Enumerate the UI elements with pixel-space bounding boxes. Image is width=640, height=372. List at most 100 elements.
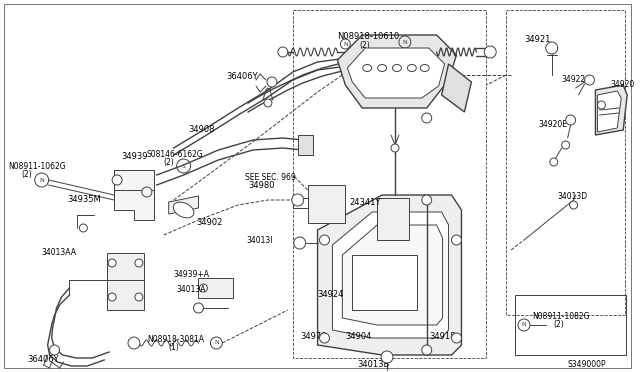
- Polygon shape: [107, 253, 144, 310]
- Circle shape: [108, 293, 116, 301]
- Text: N08911-1082G: N08911-1082G: [532, 312, 589, 321]
- Circle shape: [422, 195, 432, 205]
- Text: (1): (1): [169, 343, 179, 352]
- Circle shape: [566, 115, 575, 125]
- Polygon shape: [337, 35, 456, 108]
- Polygon shape: [348, 48, 445, 98]
- Text: 34013D: 34013D: [557, 192, 588, 201]
- Text: 34970: 34970: [301, 332, 327, 341]
- Polygon shape: [595, 85, 627, 135]
- Text: (2): (2): [554, 320, 564, 329]
- Polygon shape: [442, 64, 472, 112]
- Circle shape: [135, 293, 143, 301]
- Bar: [292, 10, 486, 358]
- Ellipse shape: [392, 64, 401, 71]
- Circle shape: [112, 175, 122, 185]
- Circle shape: [381, 351, 393, 363]
- Text: 36406Y: 36406Y: [227, 72, 258, 81]
- Text: 34924: 34924: [317, 290, 344, 299]
- Text: (2): (2): [164, 158, 175, 167]
- Text: N: N: [214, 340, 219, 346]
- Ellipse shape: [173, 202, 194, 218]
- Text: 34918: 34918: [429, 332, 456, 341]
- Circle shape: [50, 345, 60, 355]
- Text: 36406Y: 36406Y: [28, 355, 60, 364]
- Ellipse shape: [378, 64, 387, 71]
- Polygon shape: [298, 135, 312, 155]
- Polygon shape: [317, 195, 461, 355]
- Text: S: S: [182, 164, 186, 169]
- Text: N: N: [343, 42, 348, 46]
- Text: S349000P: S349000P: [568, 360, 606, 369]
- Polygon shape: [342, 225, 443, 325]
- Polygon shape: [114, 170, 154, 220]
- Polygon shape: [352, 255, 417, 310]
- Text: N: N: [522, 323, 526, 327]
- Circle shape: [546, 42, 557, 54]
- Polygon shape: [198, 278, 233, 298]
- Bar: [308, 185, 346, 223]
- Circle shape: [422, 113, 432, 123]
- Text: 34920: 34920: [611, 80, 635, 89]
- Text: 34908: 34908: [189, 125, 215, 134]
- Text: N08911-1062G: N08911-1062G: [8, 162, 65, 171]
- Circle shape: [264, 99, 272, 107]
- Text: 34935M: 34935M: [67, 195, 101, 204]
- Ellipse shape: [363, 64, 372, 71]
- Text: 24341Y: 24341Y: [349, 198, 381, 207]
- Circle shape: [135, 259, 143, 267]
- Bar: [506, 10, 625, 315]
- Circle shape: [200, 284, 207, 292]
- Text: (2): (2): [359, 41, 370, 50]
- Text: N: N: [39, 177, 44, 183]
- Text: 34013I: 34013I: [246, 236, 273, 245]
- Text: (2): (2): [22, 170, 33, 179]
- Text: 34980: 34980: [248, 181, 275, 190]
- Circle shape: [142, 187, 152, 197]
- Bar: [515, 295, 626, 355]
- Circle shape: [584, 75, 595, 85]
- Circle shape: [452, 235, 461, 245]
- Text: 34920E: 34920E: [539, 120, 568, 129]
- Text: N08918-3081A: N08918-3081A: [147, 335, 204, 344]
- Ellipse shape: [408, 64, 416, 71]
- Circle shape: [193, 303, 204, 313]
- Circle shape: [267, 77, 277, 87]
- Circle shape: [79, 224, 87, 232]
- Circle shape: [278, 47, 288, 57]
- Text: N: N: [403, 39, 407, 45]
- Circle shape: [570, 201, 577, 209]
- Text: 34939+A: 34939+A: [173, 270, 210, 279]
- Text: 34939: 34939: [121, 152, 148, 161]
- Circle shape: [452, 333, 461, 343]
- Text: N08918-10610: N08918-10610: [337, 32, 399, 41]
- Text: 34902: 34902: [196, 218, 223, 227]
- Circle shape: [319, 333, 330, 343]
- Circle shape: [484, 46, 496, 58]
- Circle shape: [292, 194, 303, 206]
- Circle shape: [319, 235, 330, 245]
- Text: 34921: 34921: [524, 35, 550, 44]
- Circle shape: [294, 237, 306, 249]
- Bar: [377, 198, 409, 240]
- Circle shape: [597, 101, 605, 109]
- Circle shape: [341, 66, 353, 78]
- Polygon shape: [169, 196, 198, 214]
- Text: 34922: 34922: [562, 75, 586, 84]
- Text: SEE SEC. 969: SEE SEC. 969: [245, 173, 296, 182]
- Circle shape: [108, 259, 116, 267]
- Text: S08146-6162G: S08146-6162G: [147, 150, 204, 159]
- Circle shape: [348, 297, 357, 307]
- Circle shape: [550, 158, 557, 166]
- Polygon shape: [332, 212, 449, 338]
- Text: 34013AA: 34013AA: [42, 248, 77, 257]
- Circle shape: [391, 144, 399, 152]
- Text: 34013A: 34013A: [177, 285, 206, 294]
- Text: 34904: 34904: [346, 332, 372, 341]
- Text: 34013B: 34013B: [357, 360, 390, 369]
- Circle shape: [422, 345, 432, 355]
- Circle shape: [562, 141, 570, 149]
- Ellipse shape: [420, 64, 429, 71]
- Circle shape: [128, 337, 140, 349]
- Polygon shape: [597, 91, 621, 132]
